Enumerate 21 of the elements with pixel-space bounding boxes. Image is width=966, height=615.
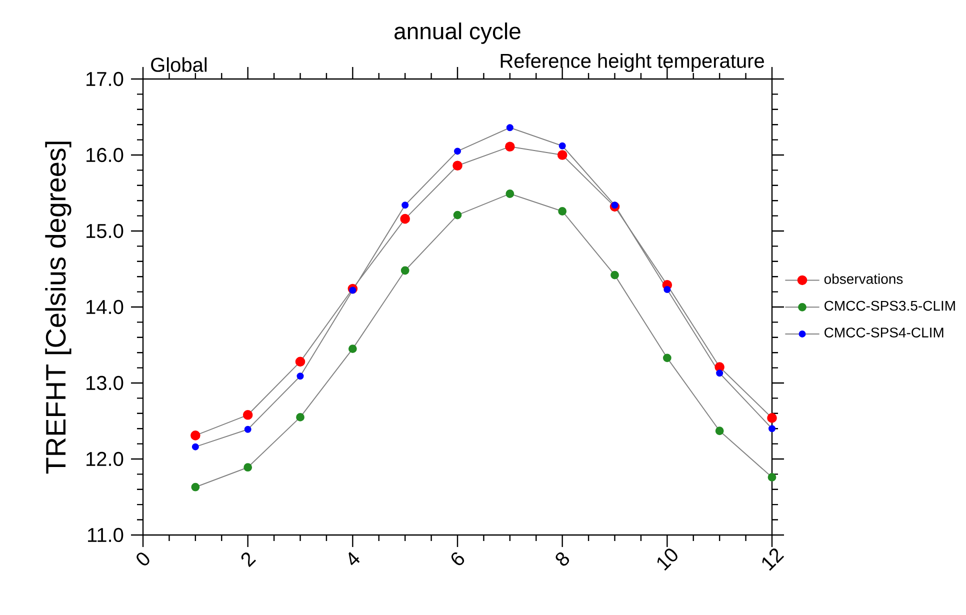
chart-subtitle: Global <box>151 57 207 72</box>
y-tick-label: 16.0 <box>86 148 124 162</box>
x-tick-label: 0 <box>136 552 150 566</box>
x-tick-label: 10 <box>657 548 678 571</box>
legend-label: CMCC-SPS3.5-CLIM <box>824 300 955 311</box>
chart-title: annual cycle <box>394 22 520 44</box>
y-tick-label: 11.0 <box>88 528 124 542</box>
y-tick-label: 15.0 <box>86 224 124 238</box>
x-tick-label: 6 <box>451 552 464 566</box>
legend-label: observations <box>824 274 903 284</box>
y-tick-label: 17.0 <box>86 72 124 86</box>
x-tick-label: 8 <box>556 552 570 566</box>
x-tick-label: 12 <box>762 548 784 571</box>
y-axis-title: TREFHT [Celsius degrees] <box>45 142 72 474</box>
y-tick-label: 12.0 <box>86 452 124 466</box>
y-tick-label: 13.0 <box>86 376 124 390</box>
x-tick-label: 2 <box>241 552 256 568</box>
x-tick-label: 4 <box>348 552 360 566</box>
legend-label: CMCC-SPS4-CLIM <box>824 328 944 338</box>
y-tick-label: 14.0 <box>86 300 124 314</box>
text: Reference height temperature <box>500 53 764 72</box>
